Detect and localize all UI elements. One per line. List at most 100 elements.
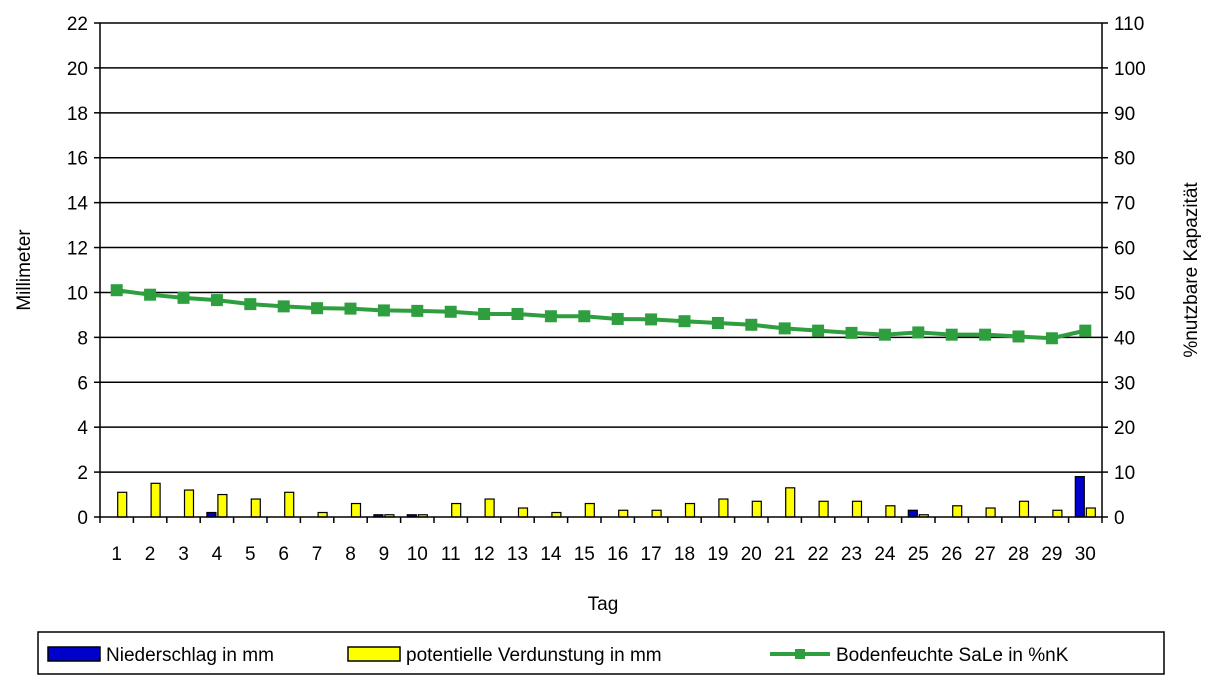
- bar-verdunstung: [718, 498, 729, 518]
- bar-verdunstung: [818, 500, 829, 518]
- point-bodenfeuchte: [945, 328, 958, 341]
- x-tick-label: 6: [278, 544, 289, 565]
- bar-verdunstung: [451, 502, 462, 518]
- bar-verdunstung: [651, 509, 662, 518]
- y2-tick-label: 60: [1114, 239, 1135, 260]
- x-tick-label: 18: [674, 544, 695, 565]
- x-tick-label: 7: [312, 544, 323, 565]
- x-tick-label: 13: [507, 544, 528, 565]
- point-bodenfeuchte: [711, 316, 724, 329]
- line-bodenfeuchte: [116, 288, 1086, 341]
- point-bodenfeuchte: [645, 313, 658, 326]
- y2-tick-label: 10: [1114, 463, 1135, 484]
- point-bodenfeuchte: [344, 302, 357, 315]
- bar-verdunstung: [785, 487, 796, 518]
- bar-verdunstung: [1085, 507, 1096, 518]
- point-bodenfeuchte: [1045, 332, 1058, 345]
- bar-verdunstung: [284, 491, 295, 518]
- y2-tick-label: 70: [1114, 194, 1135, 215]
- y-axis-title: Millimeter: [14, 229, 35, 311]
- x-tick-label: 5: [245, 544, 256, 565]
- point-bodenfeuchte: [1012, 330, 1025, 343]
- legend-label-bodenfeuchte: Bodenfeuchte SaLe in %nK: [836, 645, 1069, 666]
- bar-verdunstung: [350, 502, 362, 518]
- y-tick-label: 12: [67, 239, 88, 260]
- y-tick-label: 14: [67, 194, 89, 215]
- x-tick-label: 17: [641, 544, 662, 565]
- x-tick-label: 30: [1075, 544, 1096, 565]
- y-tick-label: 16: [67, 149, 88, 170]
- point-bodenfeuchte: [611, 312, 624, 325]
- point-bodenfeuchte: [177, 291, 190, 304]
- x-axis-title: Tag: [588, 594, 619, 615]
- bar-verdunstung: [117, 491, 128, 518]
- gridlines: [100, 22, 1102, 473]
- legend-swatch-verdunstung: [347, 646, 401, 662]
- point-bodenfeuchte: [411, 304, 424, 317]
- y2-tick-label: 50: [1114, 283, 1135, 304]
- y2-tick-label: 100: [1114, 59, 1146, 80]
- bar-marks: [117, 475, 1096, 518]
- point-bodenfeuchte: [979, 328, 992, 341]
- y2-tick-label: 30: [1114, 373, 1135, 394]
- bar-verdunstung: [217, 493, 228, 518]
- point-bodenfeuchte: [678, 315, 691, 328]
- point-bodenfeuchte: [812, 324, 825, 337]
- tick-labels: 0246810121416182022010203040506070809010…: [67, 14, 1146, 565]
- point-bodenfeuchte: [210, 294, 223, 307]
- x-tick-label: 28: [1008, 544, 1029, 565]
- x-tick-label: 14: [540, 544, 562, 565]
- point-bodenfeuchte: [244, 298, 257, 311]
- y-tick-label: 0: [77, 508, 88, 529]
- y2-axis-title: %nutzbare Kapazität: [1181, 182, 1202, 358]
- bar-verdunstung: [484, 498, 495, 518]
- bar-verdunstung: [1052, 509, 1063, 518]
- y2-tick-label: 20: [1114, 418, 1135, 439]
- legend-swatch-bodenfeuchte-marker: [795, 649, 805, 659]
- point-bodenfeuchte: [144, 288, 157, 301]
- y-tick-label: 20: [67, 59, 88, 80]
- y-tick-label: 4: [77, 418, 88, 439]
- y2-tick-label: 0: [1114, 508, 1125, 529]
- point-bodenfeuchte: [1079, 324, 1092, 337]
- x-tick-label: 22: [808, 544, 829, 565]
- point-bodenfeuchte: [511, 308, 524, 321]
- y-tick-label: 2: [77, 463, 88, 484]
- x-tick-label: 2: [145, 544, 156, 565]
- x-tick-label: 25: [908, 544, 929, 565]
- bar-verdunstung: [584, 502, 595, 518]
- legend-frame: [37, 631, 1165, 675]
- point-bodenfeuchte: [878, 328, 891, 341]
- bar-verdunstung: [851, 500, 863, 518]
- bar-verdunstung: [183, 489, 195, 518]
- point-bodenfeuchte: [778, 322, 791, 335]
- x-tick-label: 29: [1041, 544, 1062, 565]
- bar-niederschlag: [1074, 475, 1085, 518]
- x-tick-label: 27: [975, 544, 996, 565]
- x-tick-label: 12: [474, 544, 495, 565]
- x-tick-label: 24: [874, 544, 896, 565]
- point-bodenfeuchte: [311, 302, 324, 315]
- x-tick-label: 11: [441, 544, 461, 565]
- x-tick-label: 9: [379, 544, 390, 565]
- y-tick-label: 10: [67, 283, 88, 304]
- legend-label-niederschlag: Niederschlag in mm: [106, 645, 274, 666]
- x-tick-label: 26: [941, 544, 962, 565]
- y2-tick-label: 90: [1114, 104, 1135, 125]
- bar-verdunstung: [985, 507, 996, 518]
- point-bodenfeuchte: [912, 326, 925, 339]
- y-tick-label: 6: [77, 373, 88, 394]
- x-tick-label: 16: [607, 544, 628, 565]
- bar-verdunstung: [618, 509, 629, 518]
- bar-verdunstung: [751, 500, 762, 518]
- x-tick-label: 20: [741, 544, 762, 565]
- legend-label-verdunstung: potentielle Verdunstung in mm: [406, 645, 662, 666]
- legend: Niederschlag in mm potentielle Verdunstu…: [37, 631, 1165, 675]
- x-tick-label: 1: [111, 544, 122, 565]
- point-bodenfeuchte: [444, 305, 457, 318]
- x-tick-label: 15: [574, 544, 595, 565]
- point-bodenfeuchte: [110, 284, 123, 297]
- bar-verdunstung: [952, 505, 963, 518]
- line-marks: [110, 284, 1092, 345]
